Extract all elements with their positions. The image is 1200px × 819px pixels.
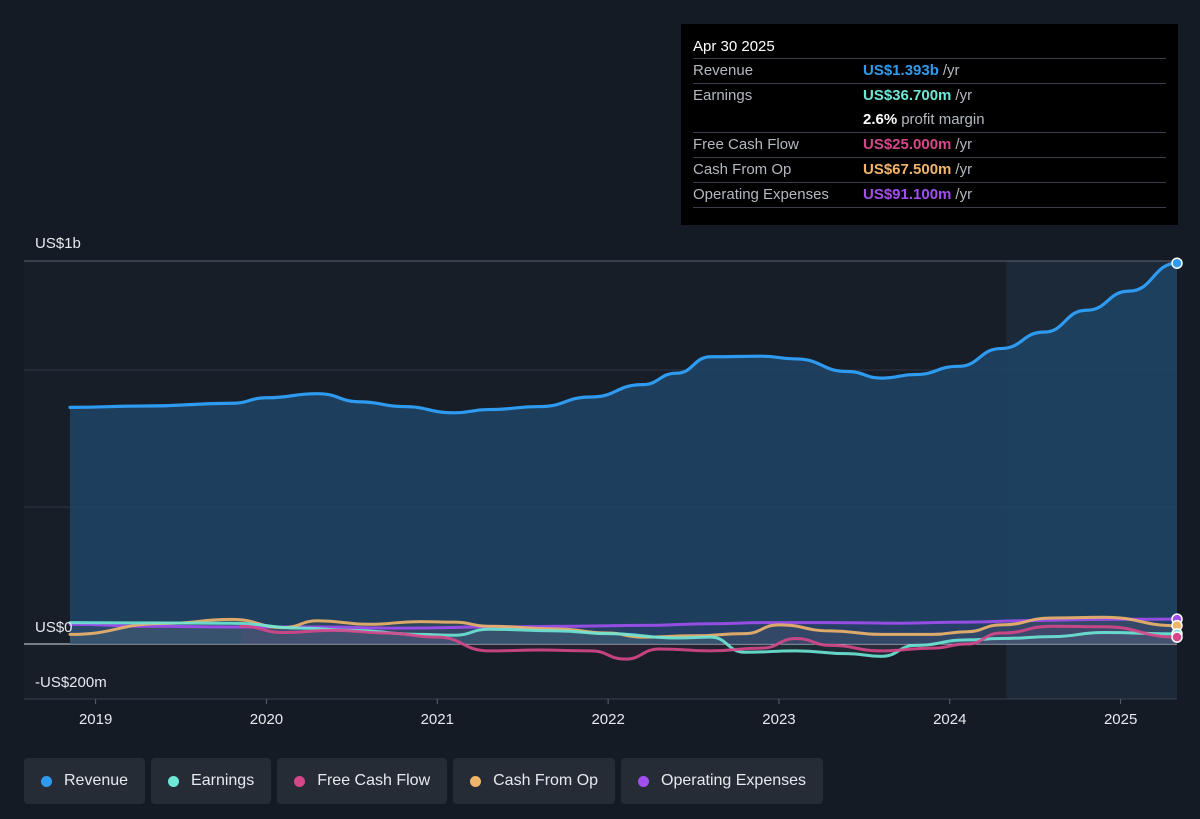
x-tick-label: 2019 [79, 711, 112, 728]
legend-dot-icon [168, 775, 180, 787]
y-tick-label: US$1b [35, 235, 81, 252]
tooltip-label: Cash From Op [693, 161, 792, 178]
y-axis-labels: US$1b US$0 -US$200m [35, 235, 107, 691]
x-tick-label: 2024 [933, 711, 966, 728]
tooltip-unit: /yr [942, 62, 960, 79]
legend-item-earnings[interactable]: Earnings [151, 758, 272, 804]
tooltip-unit: /yr [955, 161, 973, 178]
series-lines [68, 261, 1179, 661]
tooltip-value: US$67.500m [863, 161, 952, 178]
tooltip-value: US$25.000m [863, 136, 952, 153]
free-cash-flow-endpoint [1171, 631, 1183, 643]
legend-dot-icon [470, 775, 482, 787]
legend-dot-icon [41, 775, 52, 787]
tooltip-date: Apr 30 2025 [693, 38, 775, 55]
tooltip-label: Revenue [693, 62, 754, 79]
tooltip-label: Earnings [693, 87, 753, 104]
y-tick-label: -US$200m [35, 674, 107, 691]
free-cash-flow-line [239, 624, 1179, 661]
revenue-line [68, 261, 1179, 415]
legend-label: Free Cash Flow [317, 772, 431, 789]
x-tick-label: 2022 [591, 711, 624, 728]
tooltip-value: US$1.393b [863, 62, 939, 79]
tooltip: Apr 30 2025 Revenue US$1.393b /yr Earnin… [681, 24, 1178, 225]
tooltip-unit: /yr [955, 186, 973, 203]
legend-label: Earnings [191, 772, 255, 789]
tooltip-unit: /yr [955, 87, 973, 104]
tooltip-row-revenue: Revenue US$1.393b /yr [693, 58, 1166, 83]
tooltip-unit: profit margin [901, 111, 985, 128]
tooltip-value: US$36.700m [863, 87, 952, 104]
series-endpoints [1171, 257, 1183, 643]
y-tick-label: US$0 [35, 619, 73, 636]
tooltip-row-cfo: Cash From Op US$67.500m /yr [693, 157, 1166, 182]
legend-label: Operating Expenses [661, 772, 807, 789]
tooltip-unit: /yr [955, 136, 973, 153]
tooltip-value: 2.6% [863, 111, 898, 128]
revenue-endpoint [1171, 257, 1183, 269]
x-tick-label: 2025 [1104, 711, 1137, 728]
legend-item-operating-expenses[interactable]: Operating Expenses [621, 758, 824, 804]
legend-label: Revenue [64, 772, 129, 789]
tooltip-row-fcf: Free Cash Flow US$25.000m /yr [693, 132, 1166, 157]
tooltip-row-opex: Operating Expenses US$91.100m /yr [693, 182, 1166, 208]
legend-dot-icon [294, 775, 306, 787]
tooltip-row-earnings: Earnings US$36.700m /yr [693, 83, 1166, 108]
tooltip-value: US$91.100m [863, 186, 952, 203]
cash-from-op-line [68, 615, 1179, 639]
legend-item-free-cash-flow[interactable]: Free Cash Flow [277, 758, 448, 804]
operating-expenses-area [70, 619, 1177, 644]
x-tick-label: 2021 [421, 711, 454, 728]
x-tick-label: 2023 [762, 711, 795, 728]
legend: Revenue Earnings Free Cash Flow Cash Fro… [24, 758, 824, 804]
legend-item-revenue[interactable]: Revenue [24, 758, 146, 804]
x-tick-label: 2020 [250, 711, 283, 728]
legend-dot-icon [638, 775, 650, 787]
tooltip-row-margin: 2.6% profit margin [693, 108, 1166, 132]
revenue-area [70, 263, 1177, 644]
legend-item-cash-from-op[interactable]: Cash From Op [453, 758, 616, 804]
legend-label: Cash From Op [493, 772, 599, 789]
free-cash-flow-area [240, 626, 1178, 660]
x-axis-labels: 2019 2020 2021 2022 2023 2024 2025 [79, 699, 1137, 728]
tooltip-label: Operating Expenses [693, 186, 829, 203]
tooltip-label: Free Cash Flow [693, 136, 799, 153]
